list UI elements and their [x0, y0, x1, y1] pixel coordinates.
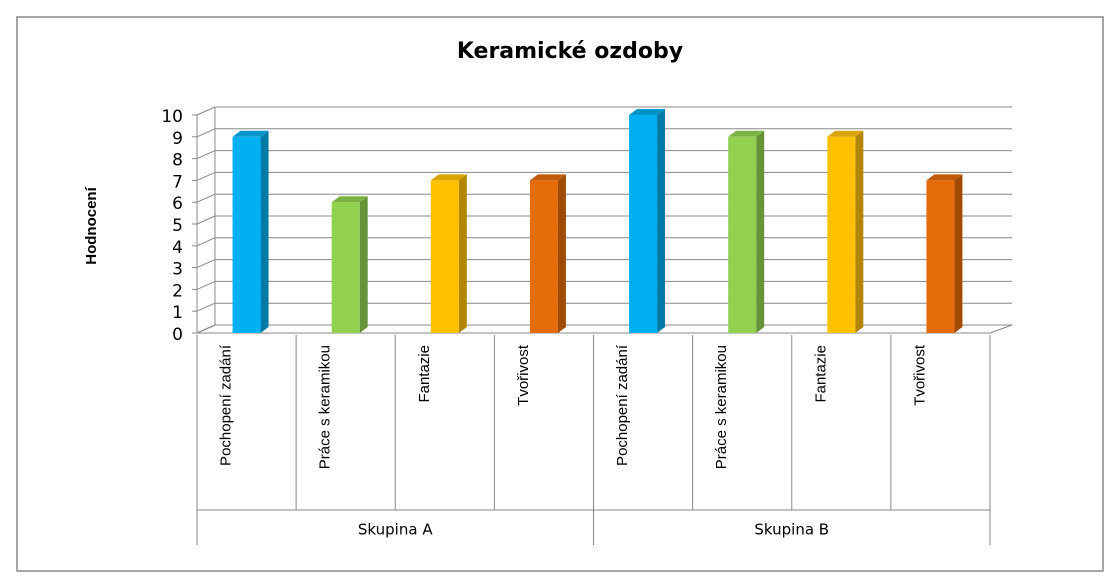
bar-front: [926, 180, 955, 333]
bar-side: [557, 174, 566, 333]
bar-top: [232, 130, 269, 137]
bar: [529, 174, 566, 333]
grid-line: [196, 150, 216, 160]
bar-front: [232, 136, 261, 333]
bar-front: [728, 136, 757, 333]
x-tick-label: Pochopení zadání: [614, 344, 631, 466]
y-tick-label: 2: [172, 281, 183, 301]
x-tick-label: Tvořivost: [515, 344, 532, 406]
y-tick-label: 0: [172, 325, 183, 345]
bar-front: [629, 115, 658, 333]
grid-line: [196, 280, 216, 290]
y-tick-label: 9: [172, 129, 183, 149]
y-tick-label: 3: [172, 260, 183, 280]
bar-side: [359, 196, 368, 333]
x-tick-label: Fantazie: [812, 345, 829, 403]
bar: [926, 174, 963, 333]
bar-side: [756, 130, 765, 333]
grid-line: [196, 193, 216, 203]
x-tick-label: Práce s keramikou: [317, 345, 334, 469]
y-tick-label: 5: [172, 216, 183, 236]
y-tick-label: 7: [172, 172, 183, 192]
group-label: Skupina B: [754, 521, 829, 539]
bar-top: [430, 174, 467, 181]
bar-top: [629, 109, 666, 115]
x-tick-label: Tvořivost: [911, 344, 928, 406]
bar: [827, 130, 864, 333]
bar: [232, 130, 269, 333]
x-tick-label: Fantazie: [416, 345, 433, 403]
bar-front: [331, 202, 360, 333]
bar-side: [855, 130, 864, 333]
bar-side: [458, 174, 467, 333]
bar-top: [728, 130, 765, 137]
grid-line: [196, 106, 216, 116]
y-tick-label: 8: [172, 151, 183, 171]
bar-front: [827, 136, 856, 333]
y-tick-label: 10: [161, 107, 183, 127]
y-tick-label: 1: [172, 303, 183, 323]
bar-side: [954, 174, 963, 333]
bar-front: [430, 180, 459, 333]
grid-line: [196, 302, 216, 312]
group-label: Skupina A: [358, 521, 433, 539]
y-tick-label: 4: [172, 238, 183, 258]
bar-top: [926, 174, 963, 181]
bar: [430, 174, 467, 333]
y-axis-label: Hodnocení: [83, 186, 100, 264]
bar-side: [260, 130, 269, 333]
grid-line: [196, 215, 216, 225]
grid-line: [196, 237, 216, 247]
x-tick-label: Práce s keramikou: [713, 345, 730, 469]
bar-front: [529, 180, 558, 333]
grid-line: [196, 324, 216, 334]
grid-line: [196, 259, 216, 269]
bar: [728, 130, 765, 333]
chart-title: Keramické ozdoby: [457, 39, 683, 64]
x-tick-label: Pochopení zadání: [218, 344, 235, 466]
y-tick-label: 6: [172, 194, 183, 214]
grid-line: [196, 128, 216, 138]
bar-top: [827, 130, 864, 137]
bar-top: [331, 196, 368, 203]
bar-top: [529, 174, 566, 181]
grid-line: [196, 171, 216, 181]
bar: [629, 109, 666, 333]
bar: [331, 196, 368, 333]
bar-side: [657, 109, 666, 333]
